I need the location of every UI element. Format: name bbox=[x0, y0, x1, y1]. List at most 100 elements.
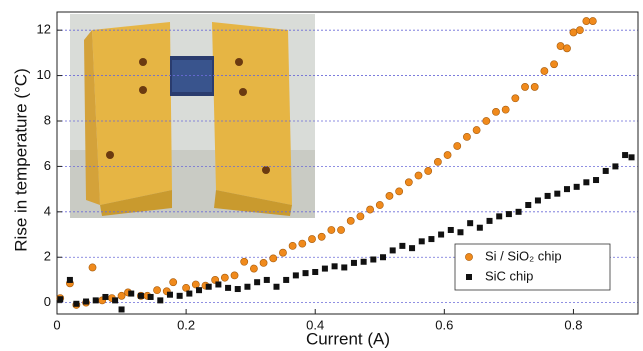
y-tick-label: 0 bbox=[44, 294, 51, 309]
y-axis-label: Rise in temperature (°C) bbox=[11, 68, 30, 251]
point bbox=[244, 283, 251, 290]
point bbox=[92, 297, 99, 304]
point bbox=[153, 286, 161, 295]
point bbox=[346, 217, 355, 225]
point bbox=[308, 235, 316, 243]
point bbox=[118, 306, 125, 313]
point bbox=[457, 229, 464, 236]
point bbox=[569, 28, 578, 37]
point bbox=[182, 283, 191, 292]
point bbox=[366, 205, 374, 214]
point bbox=[486, 217, 493, 224]
point bbox=[563, 44, 571, 53]
point bbox=[399, 242, 406, 249]
point bbox=[196, 287, 203, 294]
legend-marker bbox=[466, 274, 472, 280]
point bbox=[169, 278, 178, 287]
point bbox=[288, 241, 297, 250]
point bbox=[112, 297, 119, 304]
point bbox=[453, 142, 462, 150]
point bbox=[380, 254, 387, 261]
point bbox=[576, 26, 584, 35]
point bbox=[521, 83, 529, 91]
point bbox=[147, 293, 154, 300]
point bbox=[463, 132, 471, 141]
point bbox=[511, 94, 520, 103]
point bbox=[414, 171, 423, 180]
point bbox=[622, 152, 629, 159]
point bbox=[312, 268, 319, 275]
point bbox=[317, 232, 326, 241]
point bbox=[612, 163, 619, 170]
y-tick-label: 6 bbox=[44, 158, 51, 173]
inset-photo bbox=[70, 14, 315, 218]
point bbox=[515, 208, 522, 215]
point bbox=[298, 239, 307, 248]
y-tick-label: 4 bbox=[44, 203, 51, 218]
point bbox=[273, 283, 280, 290]
legend-label: Si / SiO₂ chip bbox=[485, 248, 562, 263]
point bbox=[360, 258, 367, 265]
point bbox=[389, 247, 396, 254]
point bbox=[73, 300, 80, 307]
point bbox=[292, 272, 299, 279]
point bbox=[534, 197, 541, 204]
point bbox=[385, 192, 394, 200]
point bbox=[447, 226, 454, 233]
point bbox=[550, 60, 558, 69]
point bbox=[482, 117, 491, 125]
point bbox=[88, 263, 97, 272]
point bbox=[83, 298, 90, 305]
point bbox=[370, 256, 377, 263]
point bbox=[205, 283, 212, 290]
point bbox=[327, 226, 336, 234]
point bbox=[628, 154, 635, 161]
point bbox=[438, 231, 445, 238]
x-tick-label: 0 bbox=[53, 317, 60, 332]
point bbox=[191, 280, 200, 289]
point bbox=[57, 296, 64, 303]
point bbox=[259, 259, 268, 267]
point bbox=[395, 187, 404, 196]
point bbox=[302, 270, 309, 277]
point bbox=[283, 276, 290, 283]
point bbox=[230, 271, 239, 280]
x-axis-label: Current (A) bbox=[306, 329, 390, 348]
point bbox=[424, 167, 433, 175]
legend-label: SiC chip bbox=[485, 268, 533, 283]
legend-marker bbox=[465, 253, 473, 261]
point bbox=[556, 42, 565, 50]
y-tick-label: 12 bbox=[37, 22, 51, 37]
x-tick-label: 0.2 bbox=[177, 317, 195, 332]
point bbox=[554, 190, 561, 197]
point bbox=[166, 291, 173, 298]
point bbox=[496, 213, 503, 220]
point bbox=[279, 248, 287, 257]
point bbox=[404, 178, 413, 187]
point bbox=[433, 157, 442, 166]
point bbox=[525, 202, 532, 209]
point bbox=[102, 293, 109, 300]
point bbox=[467, 220, 474, 227]
point bbox=[583, 179, 590, 186]
point bbox=[117, 291, 126, 300]
point bbox=[176, 292, 183, 299]
point bbox=[321, 265, 328, 272]
point bbox=[582, 17, 591, 25]
point bbox=[128, 290, 135, 297]
y-tick-label: 2 bbox=[44, 249, 51, 264]
point bbox=[240, 257, 249, 266]
point bbox=[505, 211, 512, 218]
point bbox=[501, 105, 510, 114]
point bbox=[234, 286, 241, 293]
point bbox=[428, 236, 435, 243]
point bbox=[215, 281, 222, 288]
point bbox=[254, 279, 261, 286]
x-tick-label: 0.8 bbox=[564, 317, 582, 332]
point bbox=[186, 290, 193, 297]
point bbox=[530, 83, 539, 91]
plot-frame bbox=[56, 11, 639, 315]
point bbox=[418, 238, 425, 245]
x-tick-label: 0.4 bbox=[306, 317, 324, 332]
